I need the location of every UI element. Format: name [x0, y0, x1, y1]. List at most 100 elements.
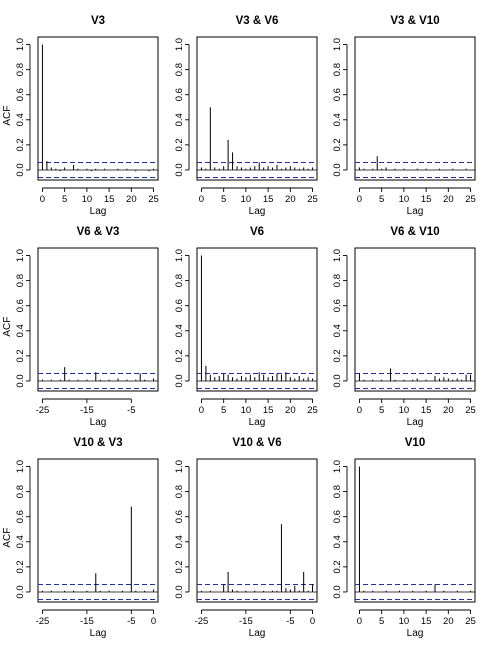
x-tick-label: 5 — [221, 405, 226, 416]
x-tick-label: -25 — [36, 616, 50, 627]
y-tick-label: 0.8 — [174, 274, 185, 287]
y-tick-label: 0.8 — [332, 63, 343, 76]
panel-5: V6 & V10 0.0 0.2 0.4 0.6 0.8 1.0 0 5 10 15 20 25 Lag — [332, 226, 476, 428]
x-tick-label: 15 — [263, 405, 274, 416]
y-tick-label: 0.4 — [15, 324, 26, 337]
y-tick-label: 0.4 — [174, 113, 185, 126]
y-tick-label: 0.6 — [15, 510, 26, 523]
y-tick-label: 0.6 — [332, 510, 343, 523]
x-tick-label: 5 — [62, 194, 67, 205]
y-tick-label: 0.2 — [15, 138, 26, 151]
x-axis-label: Lag — [90, 628, 107, 639]
x-tick-label: 0 — [199, 194, 204, 205]
y-tick-label: 1.0 — [15, 460, 26, 473]
panel-title: V10 — [405, 437, 425, 449]
x-tick-label: -25 — [195, 616, 209, 627]
x-tick-label: 20 — [443, 194, 454, 205]
x-tick-label: 0 — [199, 405, 204, 416]
plot-frame — [196, 458, 318, 603]
x-tick-label: 15 — [421, 194, 432, 205]
x-axis-label: Lag — [407, 206, 424, 217]
y-tick-label: 0.4 — [332, 113, 343, 126]
x-tick-label: 10 — [399, 616, 410, 627]
y-tick-label: 0.8 — [174, 63, 185, 76]
panel-title: V6 & V10 — [390, 226, 439, 238]
panel-title: V6 — [250, 226, 264, 238]
x-tick-label: 25 — [307, 194, 318, 205]
x-axis-label: Lag — [407, 628, 424, 639]
x-tick-label: -5 — [127, 616, 135, 627]
panel-title: V3 — [91, 15, 105, 27]
x-tick-label: 20 — [285, 405, 296, 416]
y-tick-label: 0.2 — [332, 560, 343, 573]
y-tick-label: 0.0 — [332, 163, 343, 176]
y-tick-label: 0.6 — [174, 299, 185, 312]
y-tick-label: 0.6 — [15, 299, 26, 312]
panel-0: V3 0.0 0.2 0.4 0.6 0.8 1.0 ACF 0 5 10 15 20 25 Lag — [2, 15, 159, 217]
y-tick-label: 0.4 — [174, 324, 185, 337]
x-tick-label: -5 — [286, 616, 294, 627]
x-axis-label: Lag — [90, 206, 107, 217]
y-tick-label: 0.0 — [174, 585, 185, 598]
y-tick-label: 1.0 — [332, 460, 343, 473]
plot-frame — [37, 458, 159, 603]
plot-frame — [37, 247, 159, 392]
x-tick-label: 10 — [241, 194, 252, 205]
panel-4: V6 0.0 0.2 0.4 0.6 0.8 1.0 0 5 10 15 20 25 Lag — [174, 226, 318, 428]
y-tick-label: 0.8 — [15, 485, 26, 498]
x-tick-label: 20 — [285, 194, 296, 205]
y-tick-label: 0.0 — [174, 374, 185, 387]
x-tick-label: 0 — [357, 194, 362, 205]
x-tick-label: 15 — [421, 405, 432, 416]
y-tick-label: 0.0 — [15, 374, 26, 387]
x-tick-label: -15 — [239, 616, 253, 627]
x-tick-label: 20 — [443, 405, 454, 416]
y-tick-label: 1.0 — [174, 38, 185, 51]
y-tick-label: 1.0 — [174, 460, 185, 473]
y-tick-label: 0.2 — [174, 349, 185, 362]
x-tick-label: 25 — [465, 405, 476, 416]
y-tick-label: 0.0 — [174, 163, 185, 176]
panel-7: V10 & V6 0.0 0.2 0.4 0.6 0.8 1.0 -25 -15 -5 0 Lag — [174, 437, 318, 639]
x-tick-label: 10 — [82, 194, 93, 205]
x-tick-label: -15 — [80, 616, 94, 627]
y-tick-label: 0.2 — [15, 560, 26, 573]
y-tick-label: 0.4 — [332, 324, 343, 337]
y-tick-label: 1.0 — [332, 249, 343, 262]
panel-2: V3 & V10 0.0 0.2 0.4 0.6 0.8 1.0 0 5 10 15 20 25 Lag — [332, 15, 476, 217]
panel-3: V6 & V3 0.0 0.2 0.4 0.6 0.8 1.0 ACF -25 -15 -5 Lag — [2, 226, 159, 428]
x-tick-label: 5 — [379, 616, 384, 627]
y-tick-label: 0.2 — [332, 349, 343, 362]
x-tick-label: 5 — [379, 194, 384, 205]
x-tick-label: 15 — [421, 616, 432, 627]
y-tick-label: 0.8 — [15, 274, 26, 287]
panel-title: V3 & V10 — [390, 15, 439, 27]
x-axis-label: Lag — [249, 628, 266, 639]
y-tick-label: 0.8 — [332, 485, 343, 498]
x-tick-label: 25 — [148, 194, 159, 205]
x-tick-label: -15 — [80, 405, 94, 416]
x-tick-label: 0 — [310, 616, 315, 627]
x-tick-label: -5 — [127, 405, 135, 416]
y-tick-label: 0.6 — [174, 88, 185, 101]
plot-frame — [37, 36, 159, 181]
x-tick-label: 0 — [40, 194, 45, 205]
x-tick-label: 0 — [357, 616, 362, 627]
x-tick-label: 0 — [151, 616, 156, 627]
y-tick-label: 0.0 — [332, 585, 343, 598]
panel-title: V10 & V6 — [232, 437, 281, 449]
x-tick-label: 20 — [126, 194, 137, 205]
y-tick-label: 0.6 — [15, 88, 26, 101]
y-tick-label: 0.6 — [174, 510, 185, 523]
y-axis-label: ACF — [2, 528, 13, 548]
plot-frame — [354, 458, 476, 603]
x-tick-label: 0 — [357, 405, 362, 416]
y-tick-label: 0.0 — [332, 374, 343, 387]
y-tick-label: 0.4 — [15, 535, 26, 548]
panel-6: V10 & V3 0.0 0.2 0.4 0.6 0.8 1.0 ACF -25 -15 -5 0 La… — [2, 437, 159, 639]
y-tick-label: 0.2 — [174, 138, 185, 151]
panel-title: V10 & V3 — [73, 437, 122, 449]
y-tick-label: 0.2 — [332, 138, 343, 151]
plot-frame — [196, 36, 318, 181]
y-tick-label: 0.4 — [15, 113, 26, 126]
